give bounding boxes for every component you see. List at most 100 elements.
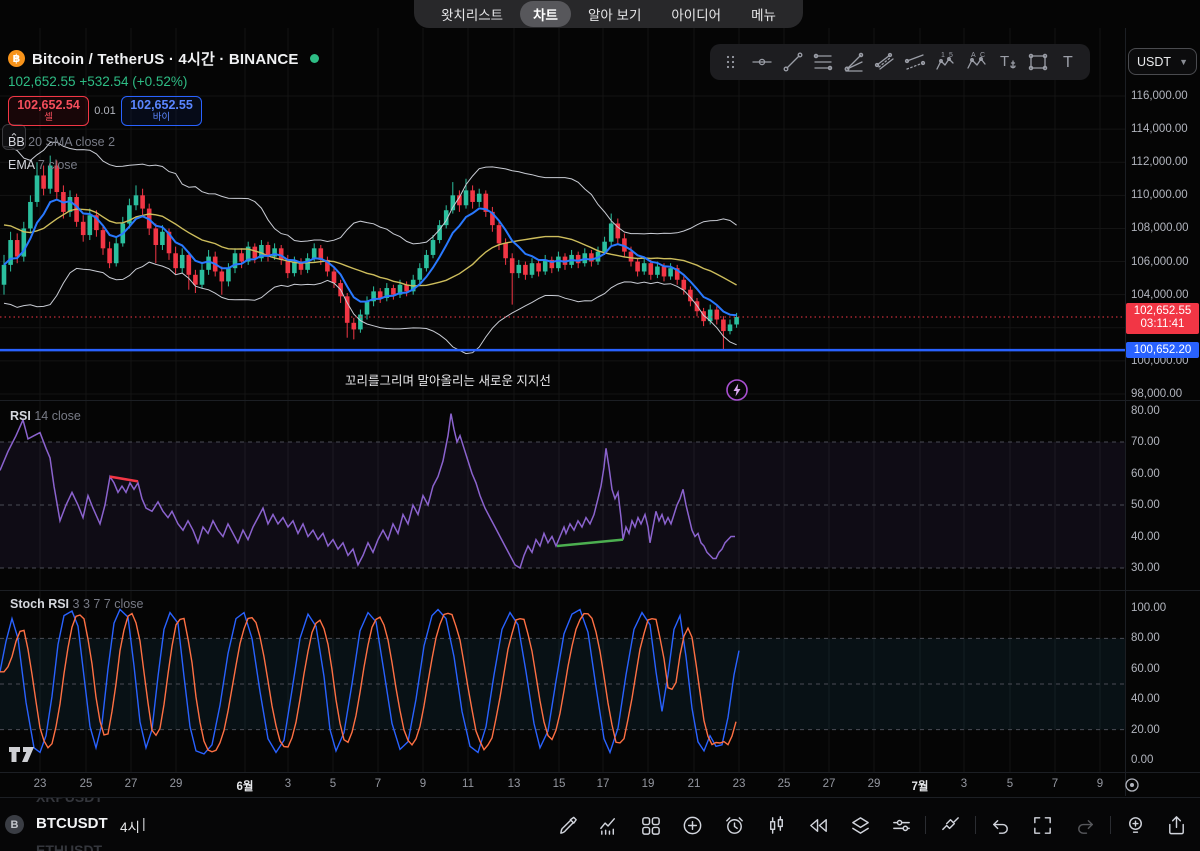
- drag-handle-icon[interactable]: [716, 48, 747, 76]
- tab-5[interactable]: 메뉴: [738, 1, 789, 27]
- time-tick-5: 5: [330, 778, 336, 790]
- time-tick-25: 25: [778, 778, 791, 790]
- svg-text:T: T: [1063, 54, 1073, 71]
- bitcoin-icon: ฿: [8, 50, 25, 67]
- cross-line-icon[interactable]: [747, 48, 778, 76]
- add-circle-icon[interactable]: [678, 811, 706, 839]
- time-axis[interactable]: 232527296월3579111315171921232527297월3579: [0, 773, 1200, 797]
- lightning-icon[interactable]: [725, 378, 749, 407]
- rsi-axis-label: 60.00: [1131, 468, 1160, 480]
- time-tick-3: 3: [961, 778, 967, 790]
- tradingview-logo[interactable]: [8, 746, 36, 769]
- time-tick-27: 27: [823, 778, 836, 790]
- redo-icon[interactable]: [1071, 811, 1099, 839]
- chart-header: ฿ Bitcoin / TetherUS · 4시간 · BINANCE 102…: [8, 48, 319, 172]
- time-tick-7: 7: [1052, 778, 1058, 790]
- rsi-axis-label: 40.00: [1131, 531, 1160, 543]
- toolbar-separator: [925, 816, 926, 834]
- chart-app: 왓치리스트차트알아 보기아이디어메뉴 ฿ Bitcoin / TetherUS …: [0, 0, 1200, 851]
- stoch-axis-label: 80.00: [1131, 632, 1160, 644]
- toolbar-separator: [975, 816, 976, 834]
- stoch-axis-label: 100.00: [1131, 602, 1166, 614]
- price-axis[interactable]: 116,000.00114,000.00112,000.00110,000.00…: [1125, 28, 1200, 796]
- market-status-dot: [310, 54, 319, 63]
- sell-button[interactable]: 102,652.54 셀: [8, 96, 89, 126]
- currency-dropdown[interactable]: USDT ▼: [1128, 48, 1197, 75]
- time-tick-7월: 7월: [912, 778, 929, 794]
- tab-3[interactable]: 알아 보기: [575, 1, 654, 27]
- fib-retracement-icon[interactable]: [808, 48, 839, 76]
- tab-4[interactable]: 아이디어: [658, 1, 734, 27]
- top-tab-bar: 왓치리스트차트알아 보기아이디어메뉴: [414, 0, 803, 28]
- toolbar-separator: [1110, 816, 1111, 834]
- indicator-ema[interactable]: EMA 7 close: [8, 158, 319, 172]
- stoch-axis-label: 40.00: [1131, 693, 1160, 705]
- price-axis-label: 110,000.00: [1131, 189, 1188, 201]
- stoch-pane-label[interactable]: Stoch RSI 3 3 7 7 close: [10, 597, 143, 611]
- price-axis-label: 106,000.00: [1131, 256, 1189, 268]
- time-tick-21: 21: [688, 778, 701, 790]
- bottom-toolbar: XRPUSDT B BTCUSDT 4시 | ETHUSDT: [0, 797, 1200, 851]
- time-tick-23: 23: [733, 778, 746, 790]
- candlesticks[interactable]: [2, 156, 739, 350]
- time-tick-19: 19: [642, 778, 655, 790]
- time-tick-27: 27: [125, 778, 138, 790]
- stoch-axis-label: 60.00: [1131, 663, 1160, 675]
- currency-label: USDT: [1137, 55, 1171, 69]
- tab-1[interactable]: 왓치리스트: [428, 1, 516, 27]
- tab-2[interactable]: 차트: [520, 1, 571, 27]
- prev-symbol[interactable]: XRPUSDT: [36, 797, 103, 805]
- rectangle-icon[interactable]: [1023, 48, 1054, 76]
- anchored-text-icon[interactable]: T: [992, 48, 1023, 76]
- layout-grid-icon[interactable]: [636, 811, 664, 839]
- chevron-down-icon: ▼: [1179, 57, 1188, 67]
- undo-icon[interactable]: [986, 811, 1014, 839]
- symbol-button[interactable]: BTCUSDT: [36, 815, 108, 832]
- trend-line-icon[interactable]: [777, 48, 808, 76]
- parallel-channel-icon[interactable]: [869, 48, 900, 76]
- object-layers-icon[interactable]: [846, 811, 874, 839]
- indicators-icon[interactable]: [594, 811, 622, 839]
- magic-lines-icon[interactable]: [936, 811, 964, 839]
- last-price: 102,652.55: [8, 74, 76, 89]
- abc-pattern-icon[interactable]: AC: [961, 48, 992, 76]
- elliott-wave-icon[interactable]: 15: [931, 48, 962, 76]
- rsi-axis-label: 50.00: [1131, 499, 1160, 511]
- indicator-bb[interactable]: BB 20 SMA close 2: [8, 135, 319, 149]
- time-tick-29: 29: [170, 778, 183, 790]
- svg-text:A: A: [971, 52, 976, 59]
- interval-button[interactable]: 4시: [120, 816, 140, 836]
- gann-fan-icon[interactable]: [839, 48, 870, 76]
- text-icon[interactable]: T: [1053, 48, 1084, 76]
- sell-price: 102,652.54: [17, 99, 80, 112]
- sell-label: 셀: [44, 113, 53, 123]
- next-symbol[interactable]: ETHUSDT: [36, 842, 102, 851]
- trade-buttons: 102,652.54 셀 0.01 102,652.55 바이: [8, 96, 319, 126]
- fullscreen-icon[interactable]: [1028, 811, 1056, 839]
- broker-badge[interactable]: B: [5, 815, 24, 834]
- price-axis-label: 98,000.00: [1131, 388, 1182, 400]
- rsi-pane-label[interactable]: RSI 14 close: [10, 409, 81, 423]
- buy-button[interactable]: 102,652.55 바이: [121, 96, 202, 126]
- alert-clock-icon[interactable]: [720, 811, 748, 839]
- rsi-axis-label: 80.00: [1131, 405, 1160, 417]
- disjoint-channel-icon[interactable]: [900, 48, 931, 76]
- bar-replay-icon[interactable]: [804, 811, 832, 839]
- settings-sliders-icon[interactable]: [887, 811, 915, 839]
- rsi-axis-label: 30.00: [1131, 562, 1160, 574]
- share-icon[interactable]: [1162, 811, 1190, 839]
- buy-price: 102,652.55: [130, 99, 193, 112]
- chart-annotation[interactable]: 꼬리를그리며 말아올리는 새로운 지지선: [345, 370, 551, 389]
- go-to-realtime-icon[interactable]: [1124, 777, 1140, 798]
- spread-value: 0.01: [89, 105, 121, 117]
- price-axis-label: 114,000.00: [1131, 123, 1188, 135]
- bb-lower-band: [4, 262, 737, 354]
- draw-icon[interactable]: [554, 811, 582, 839]
- time-tick-9: 9: [420, 778, 426, 790]
- time-tick-9: 9: [1097, 778, 1103, 790]
- time-tick-7: 7: [375, 778, 381, 790]
- time-tick-13: 13: [508, 778, 521, 790]
- chart-type-candles-icon[interactable]: [762, 811, 790, 839]
- symbol-row[interactable]: ฿ Bitcoin / TetherUS · 4시간 · BINANCE: [8, 48, 319, 69]
- idea-bulb-icon[interactable]: [1121, 811, 1149, 839]
